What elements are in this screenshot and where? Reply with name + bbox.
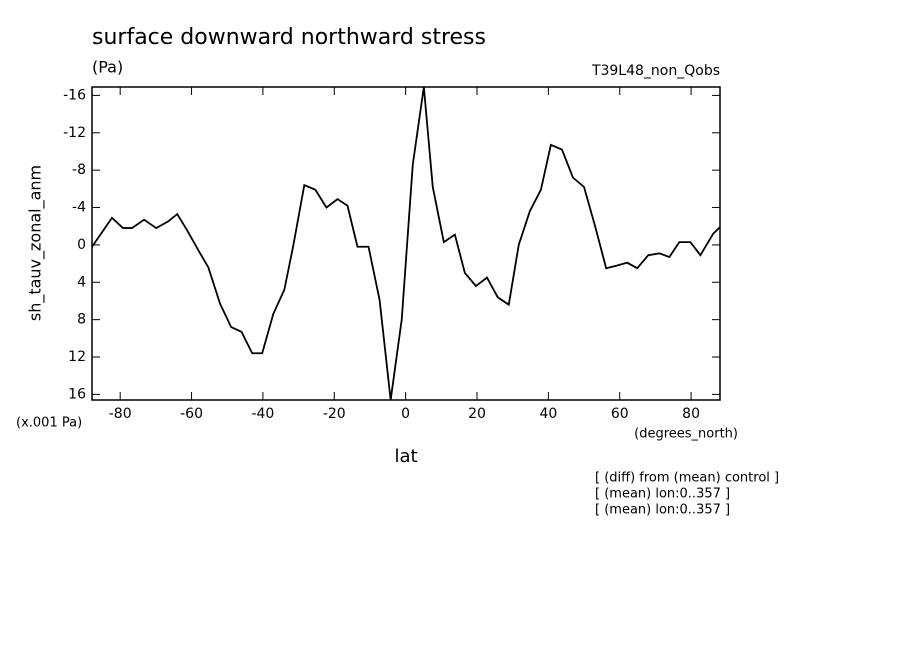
data-line — [91, 86, 721, 401]
note: [ (diff) from (mean) control ] — [595, 471, 779, 486]
x-tick-label: 80 — [682, 406, 700, 422]
y-tick-label: 8 — [77, 312, 86, 328]
x-tick-label: -80 — [109, 406, 132, 422]
units: (Pa) — [92, 58, 123, 77]
y-tick-label: 12 — [68, 349, 86, 365]
y-tick-label: -8 — [72, 162, 86, 178]
y-tick-label: -4 — [72, 200, 86, 216]
y-tick-label: 16 — [68, 386, 86, 402]
dataset: T39L48_non_Qobs — [591, 63, 720, 79]
note: [ (mean) lon:0..357 ] — [595, 487, 730, 502]
y-tick-label: 4 — [77, 274, 86, 290]
x-tick-label: -20 — [323, 406, 346, 422]
x-tick-label: -40 — [251, 406, 274, 422]
x-tick-label: 40 — [539, 406, 557, 422]
y-axis-label: sh_tauv_zonal_anm — [26, 165, 46, 321]
note: [ (mean) lon:0..357 ] — [595, 503, 730, 518]
y-tick-label: 0 — [77, 237, 86, 253]
y-tick-label: -16 — [63, 87, 86, 103]
y-scale-note: (x.001 Pa) — [16, 416, 82, 431]
x-units: (degrees_north) — [634, 427, 738, 442]
x-tick-label: 0 — [401, 406, 410, 422]
x-tick-label: 20 — [468, 406, 486, 422]
x-axis-label: lat — [394, 446, 417, 467]
y-tick-label: -12 — [63, 125, 86, 141]
x-tick-label: -60 — [180, 406, 203, 422]
chart-title: surface downward northward stress — [92, 25, 486, 50]
x-tick-label: 60 — [611, 406, 629, 422]
